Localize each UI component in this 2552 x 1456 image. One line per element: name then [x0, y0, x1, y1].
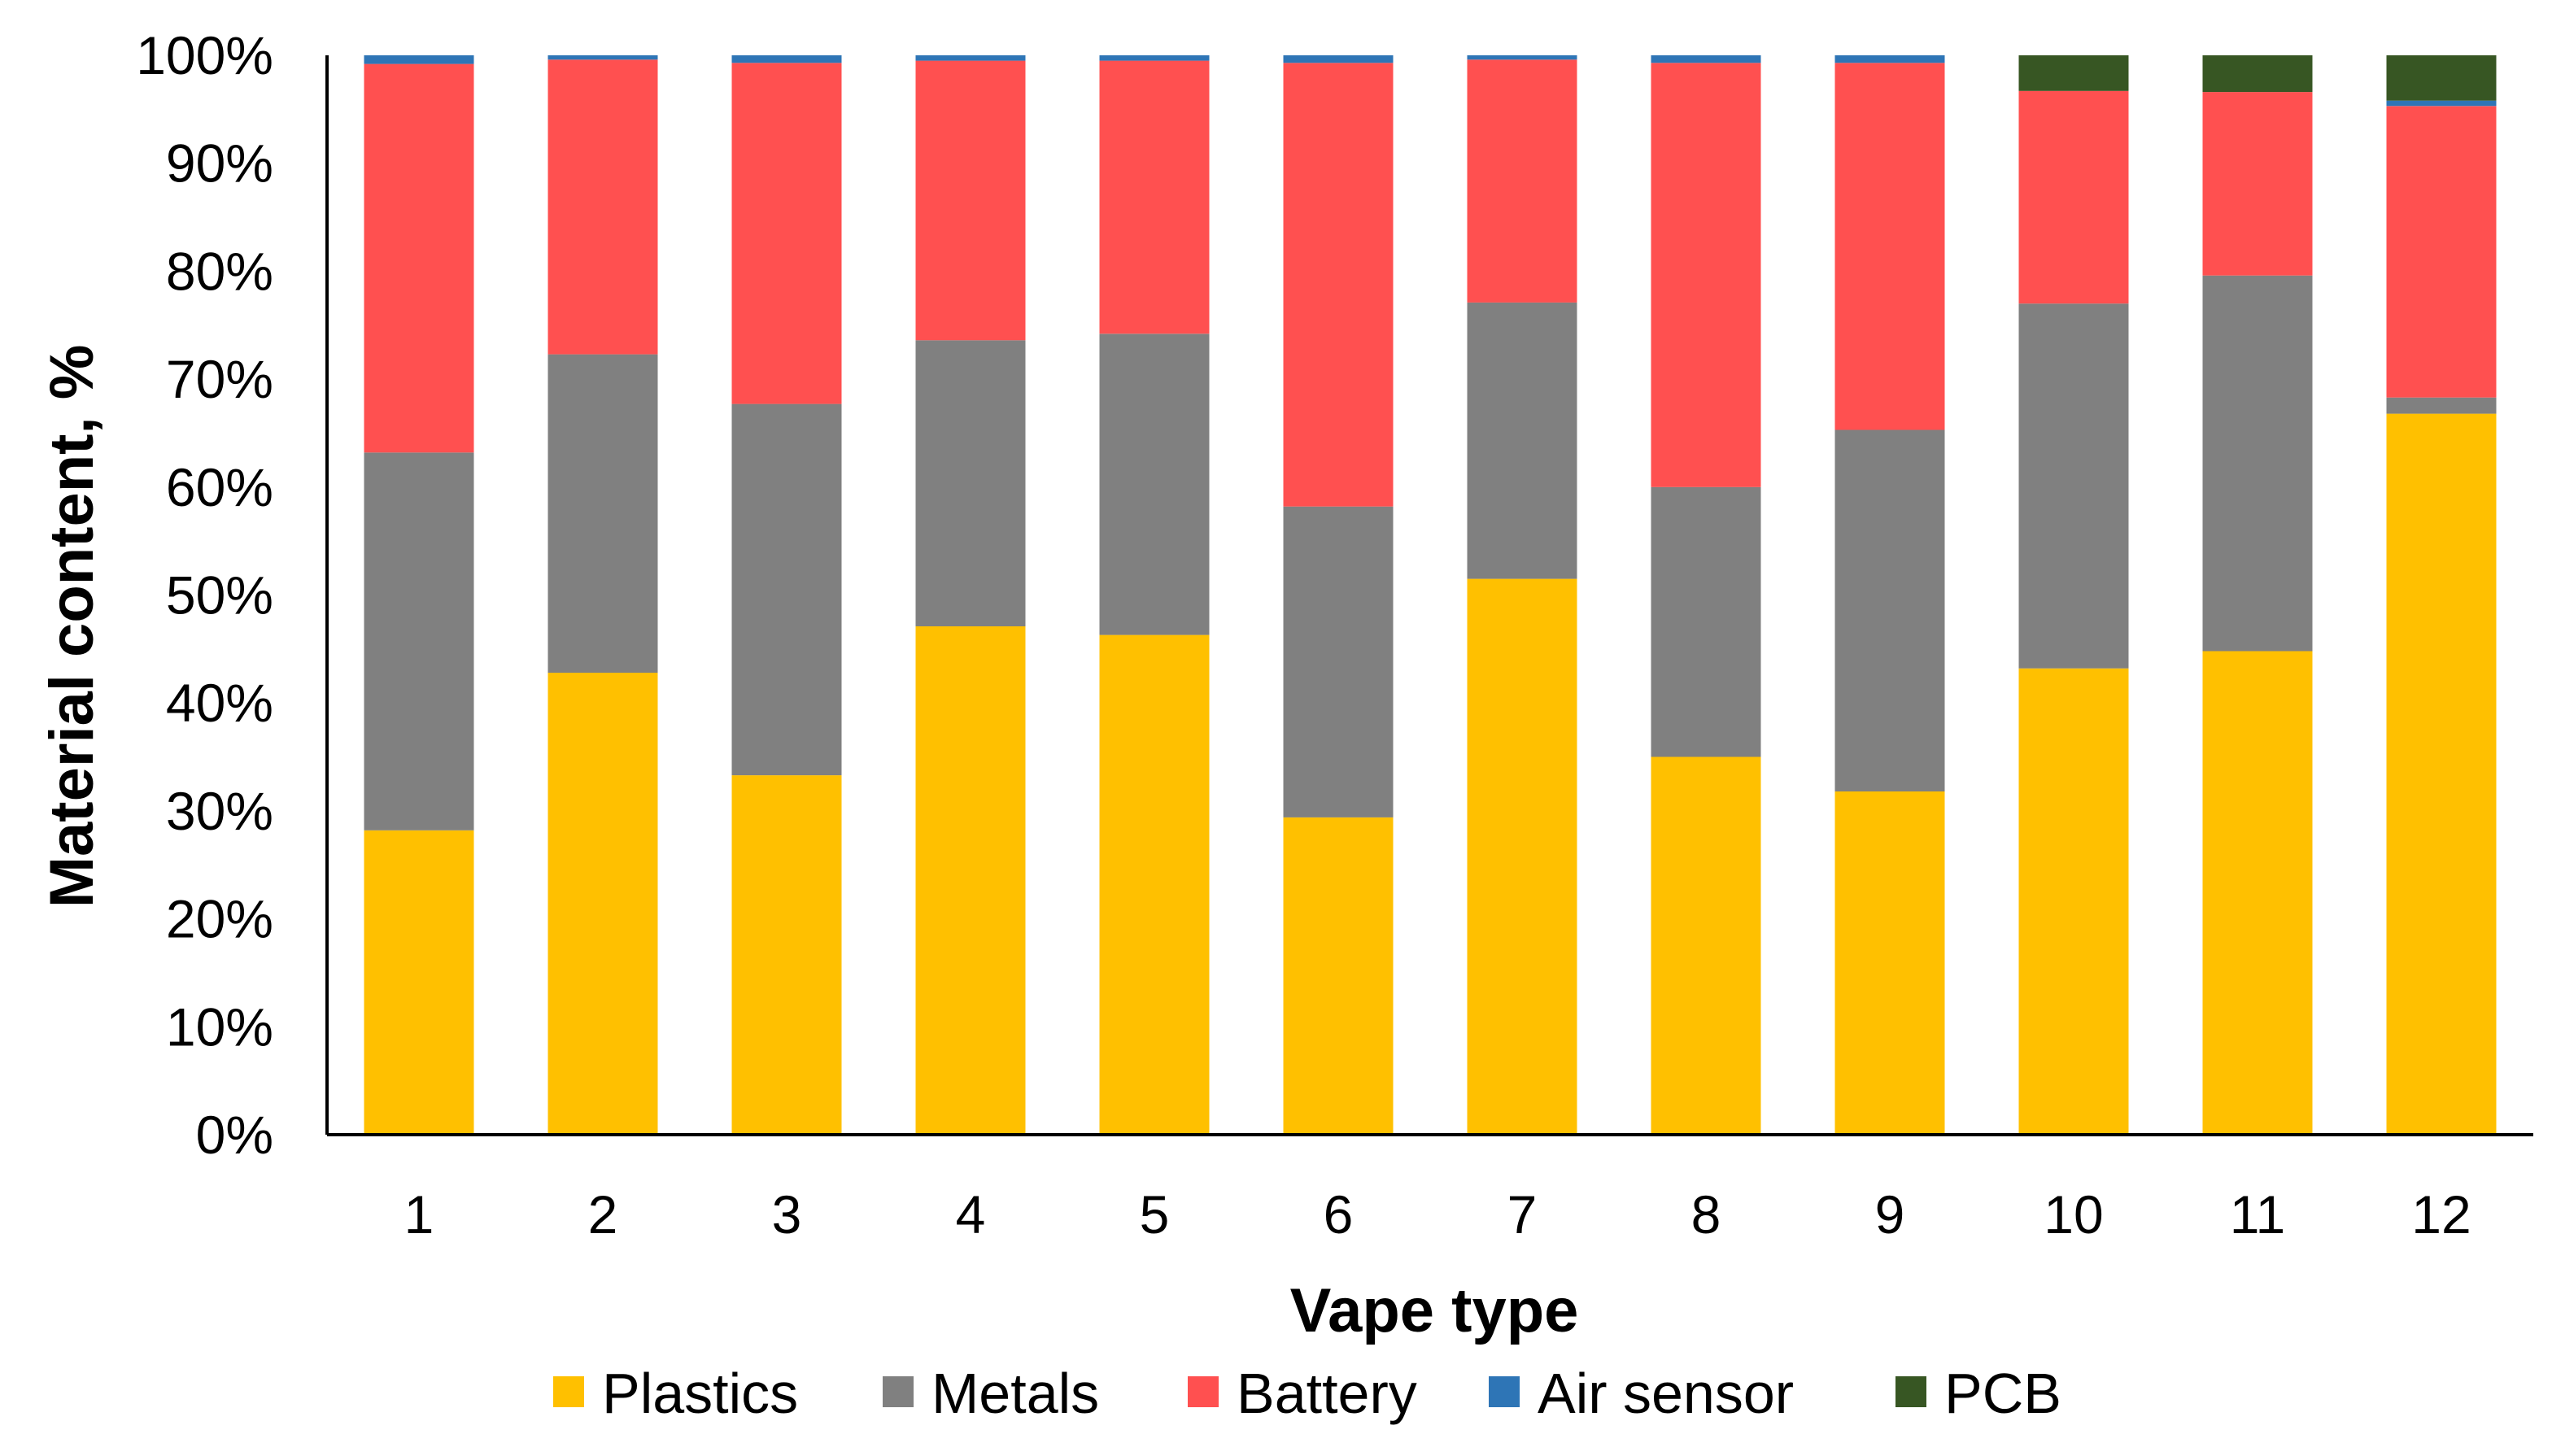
- bar-segment-metals-11: [2202, 275, 2313, 652]
- bar-segment-air-sensor-9: [1834, 55, 1945, 63]
- bar-segment-air-sensor-8: [1651, 55, 1761, 63]
- bar-segment-plastics-1: [364, 830, 474, 1135]
- x-tick-label: 9: [1875, 1184, 1905, 1245]
- bar-segment-air-sensor-3: [731, 55, 842, 63]
- x-tick-label: 11: [2230, 1184, 2286, 1245]
- bar-segment-metals-5: [1099, 333, 1210, 635]
- y-tick-label: 10%: [166, 996, 273, 1057]
- y-tick-label: 100%: [136, 25, 273, 85]
- legend-label-pcb: PCB: [1944, 1362, 2061, 1425]
- y-axis-title: Material content, %: [37, 345, 107, 909]
- bar-segment-air-sensor-4: [915, 55, 1026, 61]
- bar-segment-battery-10: [2018, 90, 2129, 304]
- y-tick-label: 90%: [166, 133, 273, 194]
- x-tick-label: 7: [1507, 1184, 1538, 1245]
- x-tick-label: 12: [2411, 1184, 2471, 1245]
- bar-segment-battery-1: [364, 63, 474, 453]
- bar-segment-metals-2: [547, 354, 658, 674]
- legend: Plastics Metals Battery Air sensor PCB: [553, 1362, 2061, 1425]
- bar-segment-plastics-9: [1834, 791, 1945, 1135]
- bar-segment-air-sensor-1: [364, 55, 474, 64]
- bar-segment-metals-4: [915, 340, 1026, 626]
- bar-segment-plastics-11: [2202, 651, 2313, 1135]
- x-tick-label: 2: [588, 1184, 618, 1245]
- x-tick-label: 4: [956, 1184, 986, 1245]
- y-tick-label: 80%: [166, 241, 273, 301]
- bar-segment-plastics-3: [731, 775, 842, 1135]
- y-tick-label: 70%: [166, 349, 273, 409]
- legend-label-plastics: Plastics: [602, 1362, 798, 1425]
- y-tick-label: 30%: [166, 781, 273, 841]
- bar-segment-battery-2: [547, 59, 658, 355]
- y-tick-labels: 0% 10% 20% 30% 40% 50% 60% 70% 80% 90% 100%: [136, 25, 273, 1165]
- bar-segment-metals-1: [364, 452, 474, 830]
- bar-segment-plastics-6: [1283, 817, 1394, 1135]
- x-tick-label: 10: [2044, 1184, 2103, 1245]
- bar-segment-air-sensor-2: [547, 55, 658, 60]
- bar-segment-metals-12: [2386, 397, 2497, 414]
- bar-segment-metals-7: [1467, 302, 1577, 579]
- legend-swatch-air-sensor: [1489, 1376, 1520, 1407]
- bar-segment-pcb-10: [2018, 55, 2129, 91]
- bar-segment-air-sensor-5: [1099, 55, 1210, 61]
- bar-segment-plastics-5: [1099, 634, 1210, 1135]
- bar-segment-plastics-4: [915, 626, 1026, 1135]
- bar-segment-plastics-8: [1651, 756, 1761, 1135]
- x-tick-label: 1: [404, 1184, 434, 1245]
- bar-segment-metals-6: [1283, 506, 1394, 817]
- bar-segment-metals-9: [1834, 429, 1945, 791]
- legend-label-battery: Battery: [1237, 1362, 1417, 1425]
- bar-segment-battery-11: [2202, 92, 2313, 276]
- legend-swatch-pcb: [1895, 1376, 1926, 1407]
- x-tick-label: 5: [1140, 1184, 1170, 1245]
- legend-label-air-sensor: Air sensor: [1538, 1362, 1794, 1425]
- bar-segment-battery-8: [1651, 63, 1761, 487]
- bars-group: [364, 55, 2497, 1136]
- bar-segment-air-sensor-7: [1467, 55, 1577, 60]
- bar-segment-plastics-7: [1467, 578, 1577, 1135]
- legend-swatch-metals: [883, 1376, 914, 1407]
- bar-segment-battery-5: [1099, 60, 1210, 334]
- legend-label-metals: Metals: [931, 1362, 1099, 1425]
- y-tick-label: 40%: [166, 673, 273, 733]
- x-tick-labels: 1 2 3 4 5 6 7 8 9 10 11 12: [404, 1184, 2471, 1245]
- x-tick-label: 6: [1324, 1184, 1354, 1245]
- y-tick-label: 20%: [166, 889, 273, 949]
- legend-swatch-plastics: [553, 1376, 584, 1407]
- legend-swatch-battery: [1188, 1376, 1219, 1407]
- bar-segment-plastics-10: [2018, 668, 2129, 1135]
- bar-segment-pcb-12: [2386, 55, 2497, 101]
- bar-segment-battery-12: [2386, 106, 2497, 398]
- y-tick-label: 0%: [196, 1105, 273, 1165]
- bar-segment-battery-6: [1283, 63, 1394, 507]
- bar-segment-plastics-2: [547, 673, 658, 1135]
- axes-group: [325, 55, 2533, 1136]
- y-tick-label: 50%: [166, 565, 273, 626]
- bar-segment-metals-10: [2018, 303, 2129, 669]
- bar-segment-battery-9: [1834, 63, 1945, 430]
- x-axis-title: Vape type: [1290, 1276, 1579, 1345]
- bar-segment-battery-7: [1467, 59, 1577, 303]
- bar-segment-battery-3: [731, 63, 842, 404]
- y-tick-label: 60%: [166, 457, 273, 517]
- bar-segment-metals-8: [1651, 486, 1761, 757]
- x-tick-label: 8: [1691, 1184, 1721, 1245]
- x-tick-label: 3: [772, 1184, 802, 1245]
- bar-segment-battery-4: [915, 60, 1026, 341]
- bar-segment-metals-3: [731, 403, 842, 776]
- bar-segment-air-sensor-12: [2386, 100, 2497, 107]
- bar-segment-plastics-12: [2386, 413, 2497, 1136]
- bar-segment-pcb-11: [2202, 55, 2313, 93]
- bar-segment-air-sensor-6: [1283, 55, 1394, 63]
